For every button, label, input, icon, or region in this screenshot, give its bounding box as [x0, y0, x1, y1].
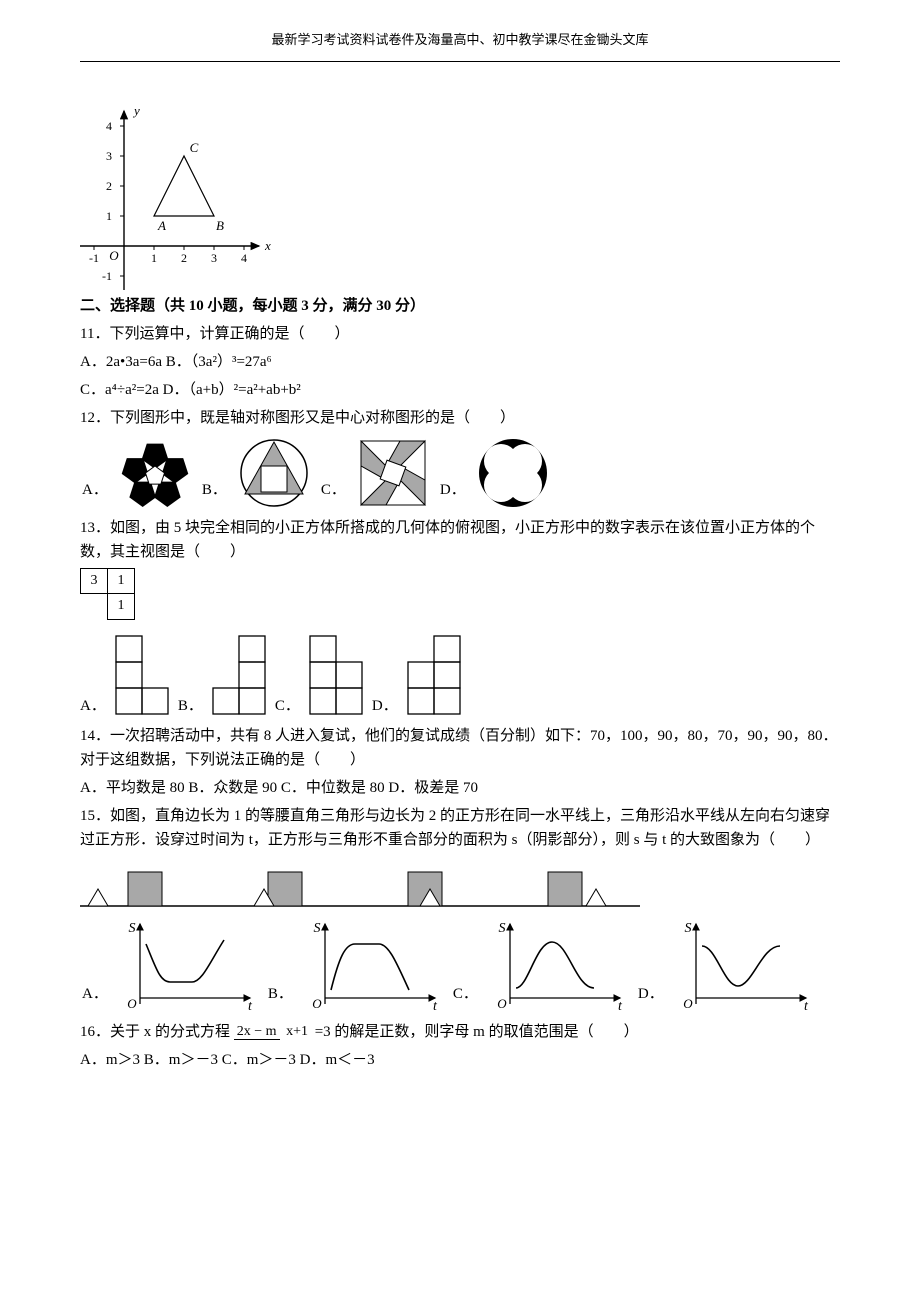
q12-stem: 12．下列图形中，既是轴对称图形又是中心对称图形的是（ ）: [80, 406, 840, 430]
q12-label-b: B．: [202, 478, 227, 502]
q15-opt-c-icon: St O: [488, 918, 628, 1014]
svg-text:y: y: [132, 103, 140, 118]
q15-label-c: C．: [453, 982, 478, 1006]
svg-text:2: 2: [181, 251, 187, 265]
q11-line1: A．2a•3a=6a B．（3a²）³=27a⁶: [80, 350, 840, 374]
q14-stem: 14．一次招聘活动中，共有 8 人进入复试，他们的复试成绩（百分制）如下：70，…: [80, 724, 840, 772]
q12-opt-b-icon: [237, 436, 311, 510]
svg-text:O: O: [312, 996, 322, 1011]
q13-opt-d-icon: [406, 634, 462, 718]
svg-text:t: t: [618, 999, 623, 1014]
q15-label-b: B．: [268, 982, 293, 1006]
svg-text:O: O: [109, 248, 119, 263]
q13-opt-b-icon: [211, 634, 267, 718]
svg-text:3: 3: [211, 251, 217, 265]
q12-opt-a-icon: [118, 436, 192, 510]
svg-text:A: A: [157, 218, 166, 233]
svg-text:-1: -1: [102, 269, 112, 283]
svg-text:t: t: [248, 999, 253, 1014]
q12-options: A． B． C． D．: [80, 436, 840, 510]
svg-text:3: 3: [106, 149, 112, 163]
q11-stem: 11．下列运算中，计算正确的是（ ）: [80, 322, 840, 346]
q13-stem: 13．如图，由 5 块完全相同的小正方体所搭成的几何体的俯视图，小正方形中的数字…: [80, 516, 840, 564]
q15-opt-d-icon: St O: [674, 918, 814, 1014]
header-rule: [80, 61, 840, 62]
q11-line2: C．a⁴÷a²=2a D．（a+b）²=a²+ab+b²: [80, 378, 840, 402]
svg-text:2: 2: [106, 179, 112, 193]
q15-options: A． St O B． St O C． St O D． St O: [80, 918, 840, 1014]
svg-text:S: S: [498, 921, 505, 936]
q16-opts: A．m＞3 B．m＞－3 C．m＞－3 D．m＜－3: [80, 1048, 840, 1072]
svg-text:B: B: [216, 218, 224, 233]
svg-text:C: C: [190, 140, 199, 155]
q13-top-view: 311: [80, 568, 135, 620]
q12-label-d: D．: [440, 478, 466, 502]
svg-text:S: S: [684, 921, 691, 936]
q15-stem: 15．如图，直角边长为 1 的等腰直角三角形与边长为 2 的正方形在同一水平线上…: [80, 804, 840, 852]
q12-label-a: A．: [82, 478, 108, 502]
q12-label-c: C．: [321, 478, 346, 502]
section-2-title: 二、选择题（共 10 小题，每小题 3 分，满分 30 分）: [80, 294, 840, 318]
svg-text:1: 1: [151, 251, 157, 265]
q14-opts: A．平均数是 80 B．众数是 90 C．中位数是 80 D．极差是 70: [80, 776, 840, 800]
q10-graph: -1 1 2 3 4 -1 1 2 3 4 Ox y A B C: [80, 80, 840, 290]
q13-label-b: B．: [178, 694, 203, 718]
svg-text:x: x: [264, 238, 271, 253]
q13-opt-c-icon: [308, 634, 364, 718]
q13-label-d: D．: [372, 694, 398, 718]
svg-text:O: O: [127, 996, 137, 1011]
page-header: 最新学习考试资料试卷件及海量高中、初中教学课尽在金锄头文库: [80, 30, 840, 51]
svg-text:4: 4: [241, 251, 247, 265]
svg-text:t: t: [804, 999, 809, 1014]
q13-options: A． B． C． D．: [80, 634, 840, 718]
svg-text:O: O: [683, 996, 693, 1011]
q15-opt-b-icon: St O: [303, 918, 443, 1014]
svg-text:O: O: [497, 996, 507, 1011]
q12-opt-d-icon: [476, 436, 550, 510]
q16-fraction: 2x − m x+1: [234, 1024, 311, 1039]
svg-text:-1: -1: [89, 251, 99, 265]
q15-scenes: [80, 858, 840, 912]
q15-label-a: A．: [82, 982, 108, 1006]
q13-label-a: A．: [80, 694, 106, 718]
q13-label-c: C．: [275, 694, 300, 718]
svg-text:t: t: [433, 999, 438, 1014]
q12-opt-c-icon: [356, 436, 430, 510]
q16-stem: 16．关于 x 的分式方程 2x − m x+1 =3 的解是正数，则字母 m …: [80, 1020, 840, 1044]
svg-text:S: S: [313, 921, 320, 936]
q15-opt-a-icon: St O: [118, 918, 258, 1014]
svg-text:4: 4: [106, 119, 112, 133]
q13-opt-a-icon: [114, 634, 170, 718]
q15-label-d: D．: [638, 982, 664, 1006]
svg-text:S: S: [128, 921, 135, 936]
svg-text:1: 1: [106, 209, 112, 223]
